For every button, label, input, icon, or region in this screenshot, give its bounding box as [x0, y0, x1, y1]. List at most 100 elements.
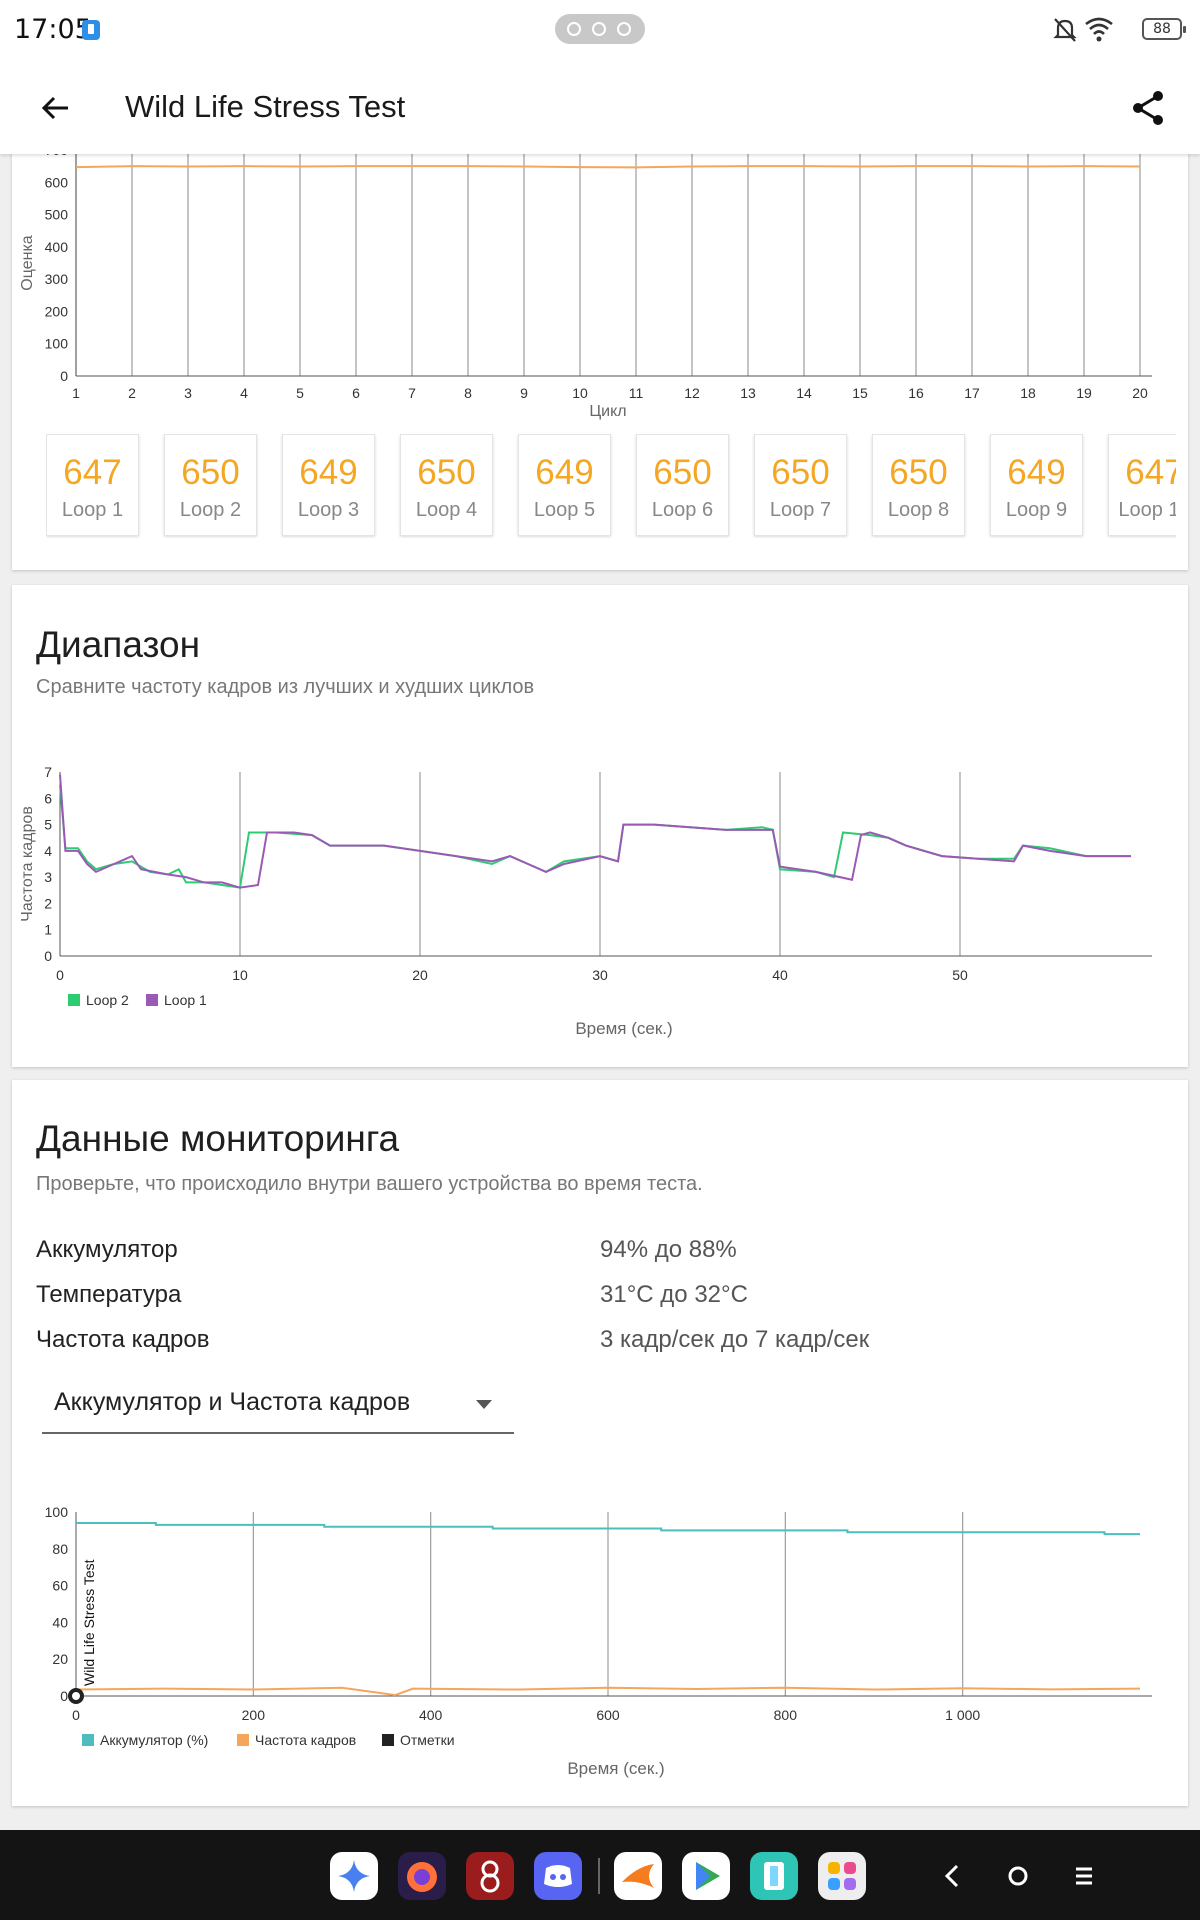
series-line	[75, 1686, 1141, 1697]
play-store-icon[interactable]	[682, 1852, 730, 1900]
firefox-app-icon[interactable]	[398, 1852, 446, 1900]
loop-score-value: 650	[771, 453, 830, 492]
x-axis-title: Время (сек.)	[567, 1759, 664, 1778]
y-tick-label: 700	[45, 152, 69, 158]
multitask-pill[interactable]	[555, 14, 645, 44]
monitoring-card: Данные мониторинга Проверьте, что происх…	[12, 1080, 1188, 1806]
x-tick-label: 20	[412, 967, 428, 983]
app-drawer-icon[interactable]	[818, 1852, 866, 1900]
x-tick-label: 16	[908, 385, 924, 401]
legend-swatch	[237, 1734, 249, 1746]
x-tick-label: 11	[629, 385, 644, 401]
y-tick-label: 6	[44, 790, 52, 806]
nav-back-icon[interactable]	[935, 1858, 971, 1894]
legend-swatch	[82, 1734, 94, 1746]
loop-score-tile[interactable]: 649 Loop 3	[282, 434, 375, 536]
wifi-icon	[1085, 17, 1113, 42]
battery-value: 94% до 88%	[600, 1236, 737, 1263]
x-tick-label: 30	[592, 967, 608, 983]
x-tick-label: 50	[952, 967, 968, 983]
y-tick-label: 0	[60, 368, 68, 384]
loop-score-tile[interactable]: 650 Loop 6	[636, 434, 729, 536]
y-tick-label: 2	[44, 895, 52, 911]
range-card: Диапазон Сравните частоту кадров из лучш…	[12, 585, 1188, 1067]
temperature-value: 31°C до 32°C	[600, 1281, 748, 1308]
loop-scores-row[interactable]: 647 Loop 1 650 Loop 2 649 Loop 3 650 Loop 4 649 L…	[46, 434, 1176, 538]
marker-annotation: Wild Life Stress Test	[81, 1559, 97, 1686]
nav-recents-icon[interactable]	[1066, 1858, 1102, 1894]
loop-score-label: Loop 4	[415, 499, 478, 521]
x-tick-label: 800	[774, 1707, 798, 1723]
legend-swatch	[68, 994, 80, 1006]
loop-score-tile[interactable]: 649 Loop 9	[990, 434, 1083, 536]
loop-score-label: Loop 10	[1118, 499, 1176, 521]
nav-home-icon[interactable]	[1000, 1858, 1036, 1894]
loop-score-value: 649	[1007, 453, 1066, 492]
status-bar: 17:05 88	[0, 0, 1200, 64]
y-tick-label: 600	[45, 174, 69, 190]
page-title: Wild Life Stress Test	[125, 89, 406, 124]
x-tick-label: 7	[408, 385, 416, 401]
score-chart: 1 2 3 4 5 6 7 8 9 10 11 12 13 14 15 16 17 18 19 20010020030…	[19, 152, 1152, 420]
loop-score-tile[interactable]: 650 Loop 7	[754, 434, 847, 536]
y-tick-label: 7	[44, 764, 52, 780]
loop-score-label: Loop 5	[533, 499, 596, 521]
loop-score-label: Loop 2	[179, 499, 242, 521]
x-tick-label: 10	[572, 385, 588, 401]
series-line	[76, 1522, 1140, 1536]
x-tick-label: 6	[352, 385, 360, 401]
files-app-icon[interactable]	[750, 1852, 798, 1900]
metric-dropdown[interactable]: Аккумулятор и Частота кадров	[42, 1380, 514, 1434]
loop-score-label: Loop 6	[651, 499, 714, 521]
x-tick-label: 1 000	[945, 1707, 980, 1723]
back-arrow-icon[interactable]	[34, 86, 78, 130]
range-title: Диапазон	[36, 624, 201, 665]
legend-label: Loop 2	[86, 992, 129, 1008]
share-icon[interactable]	[1126, 86, 1170, 130]
torrent-app-icon[interactable]	[466, 1852, 514, 1900]
x-tick-label: 18	[1020, 385, 1036, 401]
dropdown-selected: Аккумулятор и Частота кадров	[54, 1388, 411, 1416]
gemini-app-icon[interactable]	[330, 1852, 378, 1900]
navigation-bar	[0, 1830, 1200, 1920]
dock-divider	[598, 1858, 600, 1894]
x-tick-label: 17	[964, 385, 980, 401]
loop-score-value: 649	[299, 453, 358, 492]
range-subtitle: Сравните частоту кадров из лучших и худш…	[36, 676, 535, 698]
legend-swatch	[146, 994, 158, 1006]
battery-label: Аккумулятор	[36, 1236, 178, 1263]
loop-score-value: 650	[653, 453, 712, 492]
y-tick-label: 3	[44, 869, 52, 885]
legend-label: Аккумулятор (%)	[100, 1732, 208, 1748]
loop-score-value: 647	[63, 453, 122, 492]
loop-score-value: 650	[417, 453, 476, 492]
loop-score-tile[interactable]: 650 Loop 4	[400, 434, 493, 536]
legend-label: Отметки	[400, 1732, 455, 1748]
y-tick-label: 200	[45, 303, 69, 319]
monitoring-subtitle: Проверьте, что происходило внутри вашего…	[36, 1173, 703, 1195]
loop-score-tile[interactable]: 650 Loop 8	[872, 434, 965, 536]
loop-score-label: Loop 3	[297, 499, 360, 521]
loop-score-tile[interactable]: 647 Loop 1	[46, 434, 139, 536]
y-tick-label: 0	[60, 1688, 68, 1704]
x-tick-label: 1	[72, 385, 80, 401]
y-tick-label: 1	[44, 922, 52, 938]
y-axis-title: Частота кадров	[19, 806, 36, 922]
loop-score-label: Loop 8	[887, 499, 950, 521]
loop-score-tile[interactable]: 647 Loop 10	[1108, 434, 1176, 536]
mute-bell-icon	[1053, 18, 1077, 42]
x-tick-label: 0	[72, 1707, 80, 1723]
y-tick-label: 20	[52, 1651, 68, 1667]
loop-score-label: Loop 1	[61, 499, 124, 521]
x-tick-label: 13	[740, 385, 756, 401]
x-tick-label: 40	[772, 967, 788, 983]
loop-score-tile[interactable]: 649 Loop 5	[518, 434, 611, 536]
discord-app-icon[interactable]	[534, 1852, 582, 1900]
battery-indicator: 88	[1142, 18, 1186, 40]
x-tick-label: 9	[520, 385, 528, 401]
swift-app-icon[interactable]	[614, 1852, 662, 1900]
y-tick-label: 100	[45, 336, 69, 352]
loop-score-tile[interactable]: 650 Loop 2	[164, 434, 257, 536]
y-tick-label: 5	[44, 817, 52, 833]
